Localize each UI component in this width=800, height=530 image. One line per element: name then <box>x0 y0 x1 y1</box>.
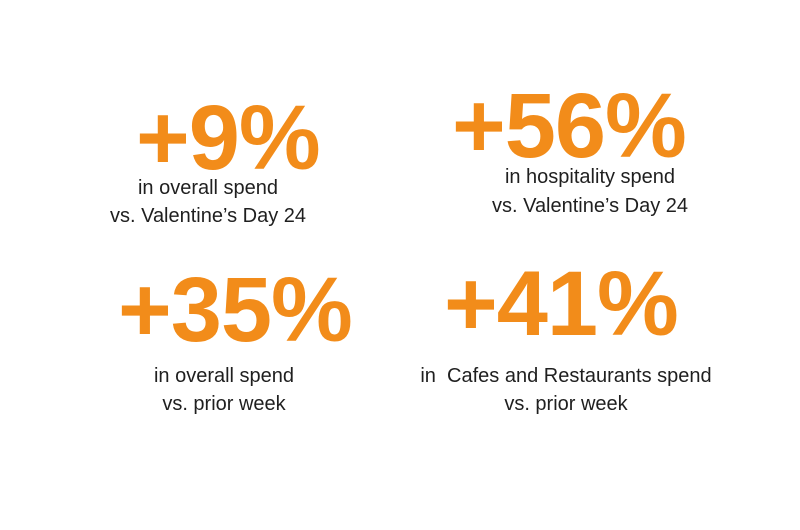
stat-caption-line1: in overall spend <box>137 177 279 199</box>
stat-value: +41% <box>444 253 679 355</box>
stat-caption-line1: in hospitality spend <box>504 166 676 188</box>
stat-caption-line2: vs. Valentine’s Day 24 <box>109 205 307 227</box>
stat-caption-line2: vs. prior week <box>162 393 286 415</box>
stat-caption-line1: in overall spend <box>153 365 295 387</box>
stat-caption-line2: vs. Valentine’s Day 24 <box>491 195 689 217</box>
stat-value: +35% <box>118 259 353 361</box>
stat-caption-line2: vs. prior week <box>504 393 628 415</box>
stat-value: +56% <box>452 75 687 177</box>
stat-caption-line1: in Cafes and Restaurants spend <box>420 365 712 387</box>
stat-value: +9% <box>136 87 321 189</box>
